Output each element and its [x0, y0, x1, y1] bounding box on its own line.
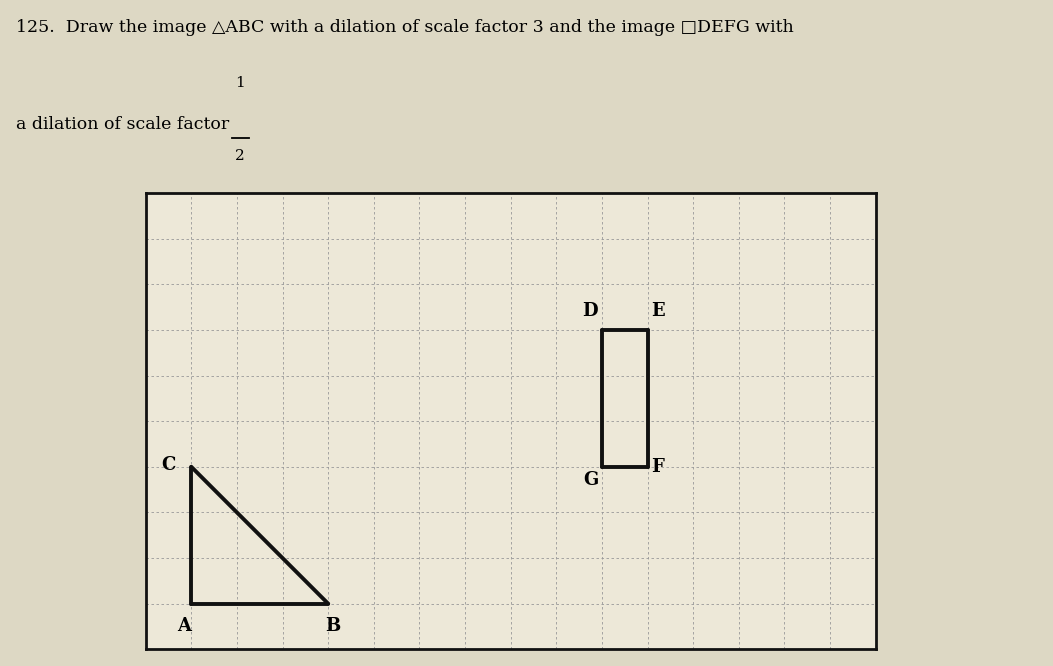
Text: 1: 1 [235, 75, 245, 89]
Text: G: G [583, 472, 598, 490]
Text: 125.  Draw the image △ABC with a dilation of scale factor 3 and the image □DEFG : 125. Draw the image △ABC with a dilation… [16, 19, 794, 36]
Text: 2: 2 [235, 149, 245, 163]
Text: F: F [651, 458, 664, 476]
Text: B: B [325, 617, 340, 635]
Text: A: A [178, 617, 192, 635]
Text: a dilation of scale factor: a dilation of scale factor [16, 116, 235, 133]
Text: E: E [651, 302, 664, 320]
Text: D: D [582, 302, 598, 320]
Text: C: C [161, 456, 176, 474]
